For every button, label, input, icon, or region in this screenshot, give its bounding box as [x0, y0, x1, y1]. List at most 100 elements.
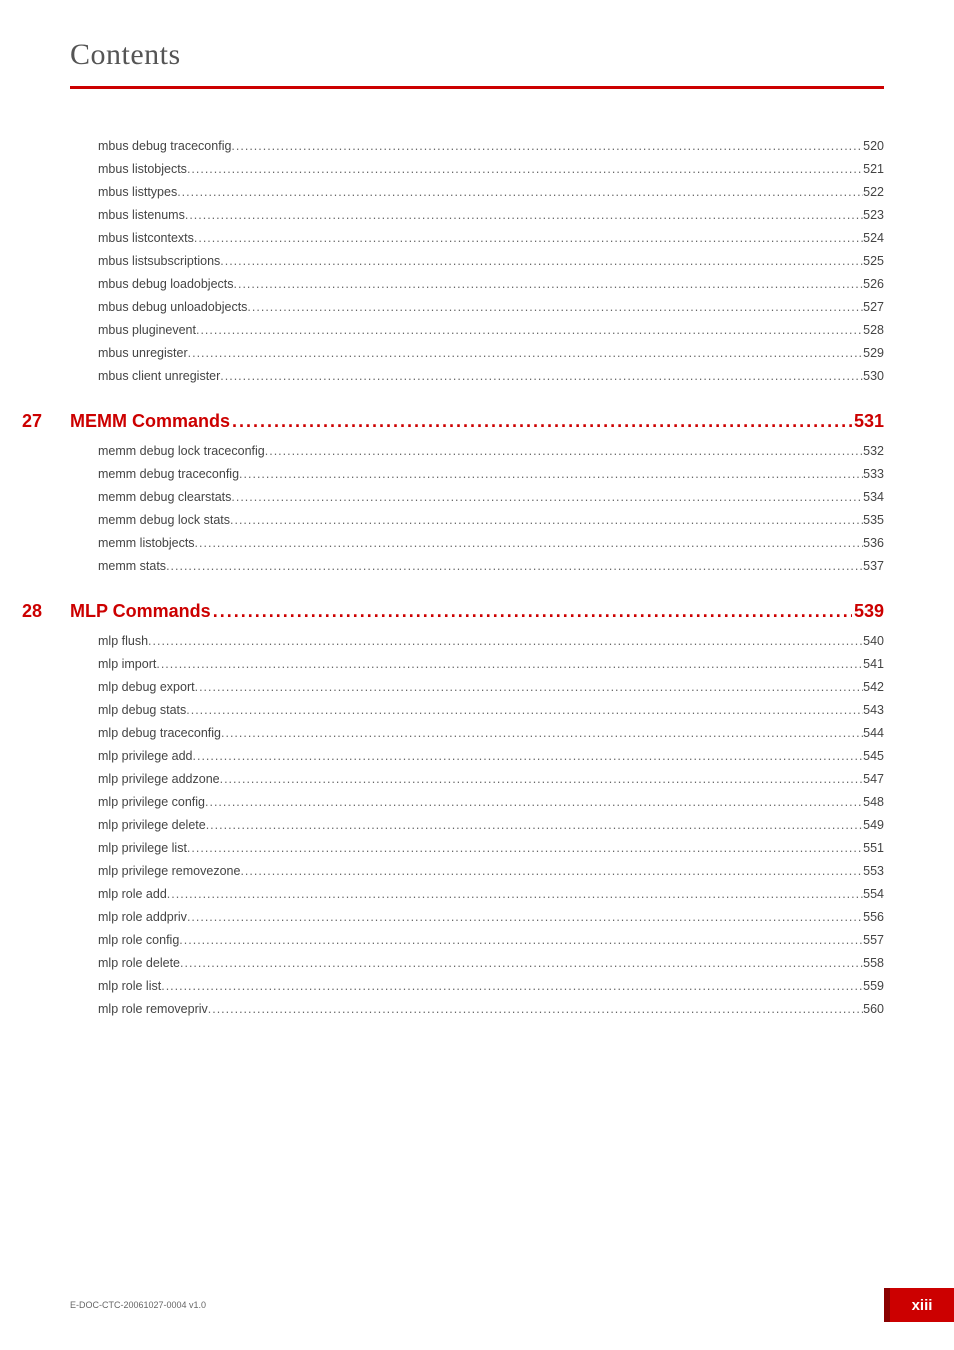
toc-chapter-heading[interactable]: 28MLP Commands..........................… — [70, 601, 884, 622]
toc-entry[interactable]: mlp role config.........................… — [70, 933, 884, 947]
toc-entry-page: 557 — [863, 933, 884, 947]
toc-entry[interactable]: mlp debug stats.........................… — [70, 703, 884, 717]
toc-entry-page: 556 — [863, 910, 884, 924]
toc-entry[interactable]: mbus listobjects........................… — [70, 162, 884, 176]
toc-leader-dots: ........................................… — [230, 411, 852, 432]
toc-entry-label: mlp role list — [98, 979, 161, 993]
toc-entry-label: mlp role removepriv — [98, 1002, 208, 1016]
toc-entry-page: 560 — [863, 1002, 884, 1016]
toc-entry[interactable]: mbus pluginevent........................… — [70, 323, 884, 337]
toc-section: 27MEMM Commands.........................… — [70, 411, 884, 573]
toc-entry[interactable]: mbus debug loadobjects..................… — [70, 277, 884, 291]
toc-entry-page: 559 — [863, 979, 884, 993]
toc-entry[interactable]: mlp privilege add.......................… — [70, 749, 884, 763]
toc-entry-page: 526 — [863, 277, 884, 291]
toc-entry[interactable]: mlp privilege removezone................… — [70, 864, 884, 878]
toc-entry-label: mlp role addpriv — [98, 910, 187, 924]
toc-entry-page: 540 — [863, 634, 884, 648]
toc-entry-page: 542 — [863, 680, 884, 694]
toc-leader-dots: ........................................… — [161, 979, 863, 993]
toc-entry[interactable]: mbus listsubscriptions..................… — [70, 254, 884, 268]
toc-leader-dots: ........................................… — [231, 490, 863, 504]
toc-leader-dots: ........................................… — [205, 795, 863, 809]
toc-leader-dots: ........................................… — [247, 300, 863, 314]
toc-entry-page: 537 — [863, 559, 884, 573]
toc-entry-page: 549 — [863, 818, 884, 832]
toc-entry-label: mlp privilege addzone — [98, 772, 220, 786]
toc-entry[interactable]: memm debug lock traceconfig.............… — [70, 444, 884, 458]
toc-entry[interactable]: mlp import..............................… — [70, 657, 884, 671]
toc-entry-page: 527 — [863, 300, 884, 314]
toc-entry[interactable]: mlp role removepriv.....................… — [70, 1002, 884, 1016]
toc-leader-dots: ........................................… — [196, 323, 863, 337]
toc-chapter-number: 28 — [22, 601, 70, 622]
toc-entry[interactable]: mbus client unregister..................… — [70, 369, 884, 383]
toc-entry-page: 524 — [863, 231, 884, 245]
toc-entry[interactable]: memm stats..............................… — [70, 559, 884, 573]
toc-entry[interactable]: mlp privilege delete....................… — [70, 818, 884, 832]
toc-entry[interactable]: memm debug lock stats...................… — [70, 513, 884, 527]
toc-entry[interactable]: memm listobjects........................… — [70, 536, 884, 550]
toc-entry-label: mbus debug traceconfig — [98, 139, 231, 153]
footer: E-DOC-CTC-20061027-0004 v1.0 — [70, 1300, 954, 1310]
toc-chapter-heading[interactable]: 27MEMM Commands.........................… — [70, 411, 884, 432]
toc-entry[interactable]: mbus debug traceconfig..................… — [70, 139, 884, 153]
toc-entry[interactable]: mlp flush...............................… — [70, 634, 884, 648]
toc-entry[interactable]: mlp privilege list......................… — [70, 841, 884, 855]
toc-entry-page: 541 — [863, 657, 884, 671]
toc-leader-dots: ........................................… — [194, 231, 863, 245]
toc-entry-label: mbus debug unloadobjects — [98, 300, 247, 314]
toc-entry[interactable]: mbus listenums..........................… — [70, 208, 884, 222]
toc-leader-dots: ........................................… — [185, 208, 863, 222]
toc-entry[interactable]: mbus debug unloadobjects................… — [70, 300, 884, 314]
toc-entry-page: 553 — [863, 864, 884, 878]
toc-entry-label: mbus listenums — [98, 208, 185, 222]
toc-entry[interactable]: mlp privilege config....................… — [70, 795, 884, 809]
toc-leader-dots: ........................................… — [195, 680, 864, 694]
toc-entry[interactable]: mbus listcontexts.......................… — [70, 231, 884, 245]
toc-entry[interactable]: mbus unregister.........................… — [70, 346, 884, 360]
toc-entry-page: 548 — [863, 795, 884, 809]
toc-entry-label: mlp debug stats — [98, 703, 186, 717]
toc-leader-dots: ........................................… — [187, 910, 863, 924]
toc-entry-label: mlp flush — [98, 634, 148, 648]
toc-entry-page: 528 — [863, 323, 884, 337]
toc-entry-label: mbus listtypes — [98, 185, 177, 199]
toc-entry-page: 535 — [863, 513, 884, 527]
toc-entry-page: 520 — [863, 139, 884, 153]
toc-entry[interactable]: mlp debug export........................… — [70, 680, 884, 694]
page-number: xiii — [912, 1297, 933, 1314]
toc-entry-label: mlp privilege add — [98, 749, 193, 763]
toc-entry-page: 521 — [863, 162, 884, 176]
toc-entry[interactable]: mlp role list...........................… — [70, 979, 884, 993]
toc-entry-page: 558 — [863, 956, 884, 970]
toc-entry-page: 543 — [863, 703, 884, 717]
toc-entry[interactable]: memm debug traceconfig..................… — [70, 467, 884, 481]
toc-entry-label: mbus listcontexts — [98, 231, 194, 245]
toc-entry-label: mlp privilege config — [98, 795, 205, 809]
toc-section: 28MLP Commands..........................… — [70, 601, 884, 1016]
toc-entry[interactable]: mlp debug traceconfig...................… — [70, 726, 884, 740]
toc-leader-dots: ........................................… — [240, 864, 863, 878]
toc-entry[interactable]: mlp role addpriv........................… — [70, 910, 884, 924]
toc-entry-page: 536 — [863, 536, 884, 550]
toc-chapter-page: 539 — [852, 601, 884, 622]
toc-entry[interactable]: mlp privilege addzone...................… — [70, 772, 884, 786]
toc-entry-page: 534 — [863, 490, 884, 504]
toc-entry-label: mlp debug traceconfig — [98, 726, 221, 740]
toc-leader-dots: ........................................… — [220, 369, 863, 383]
page-number-badge: xiii — [884, 1288, 954, 1322]
toc-leader-dots: ........................................… — [230, 513, 863, 527]
toc-leader-dots: ........................................… — [211, 601, 852, 622]
toc-chapter-page: 531 — [852, 411, 884, 432]
toc-leader-dots: ........................................… — [234, 277, 864, 291]
toc-leader-dots: ........................................… — [167, 887, 863, 901]
toc-entry[interactable]: mlp role delete.........................… — [70, 956, 884, 970]
toc-entry-page: 530 — [863, 369, 884, 383]
toc-entry[interactable]: mbus listtypes..........................… — [70, 185, 884, 199]
toc-entry[interactable]: mlp role add............................… — [70, 887, 884, 901]
footer-doc-id: E-DOC-CTC-20061027-0004 v1.0 — [70, 1300, 954, 1310]
toc-chapter-title: MEMM Commands — [70, 411, 230, 432]
toc-entry-label: mbus client unregister — [98, 369, 220, 383]
toc-entry[interactable]: memm debug clearstats...................… — [70, 490, 884, 504]
